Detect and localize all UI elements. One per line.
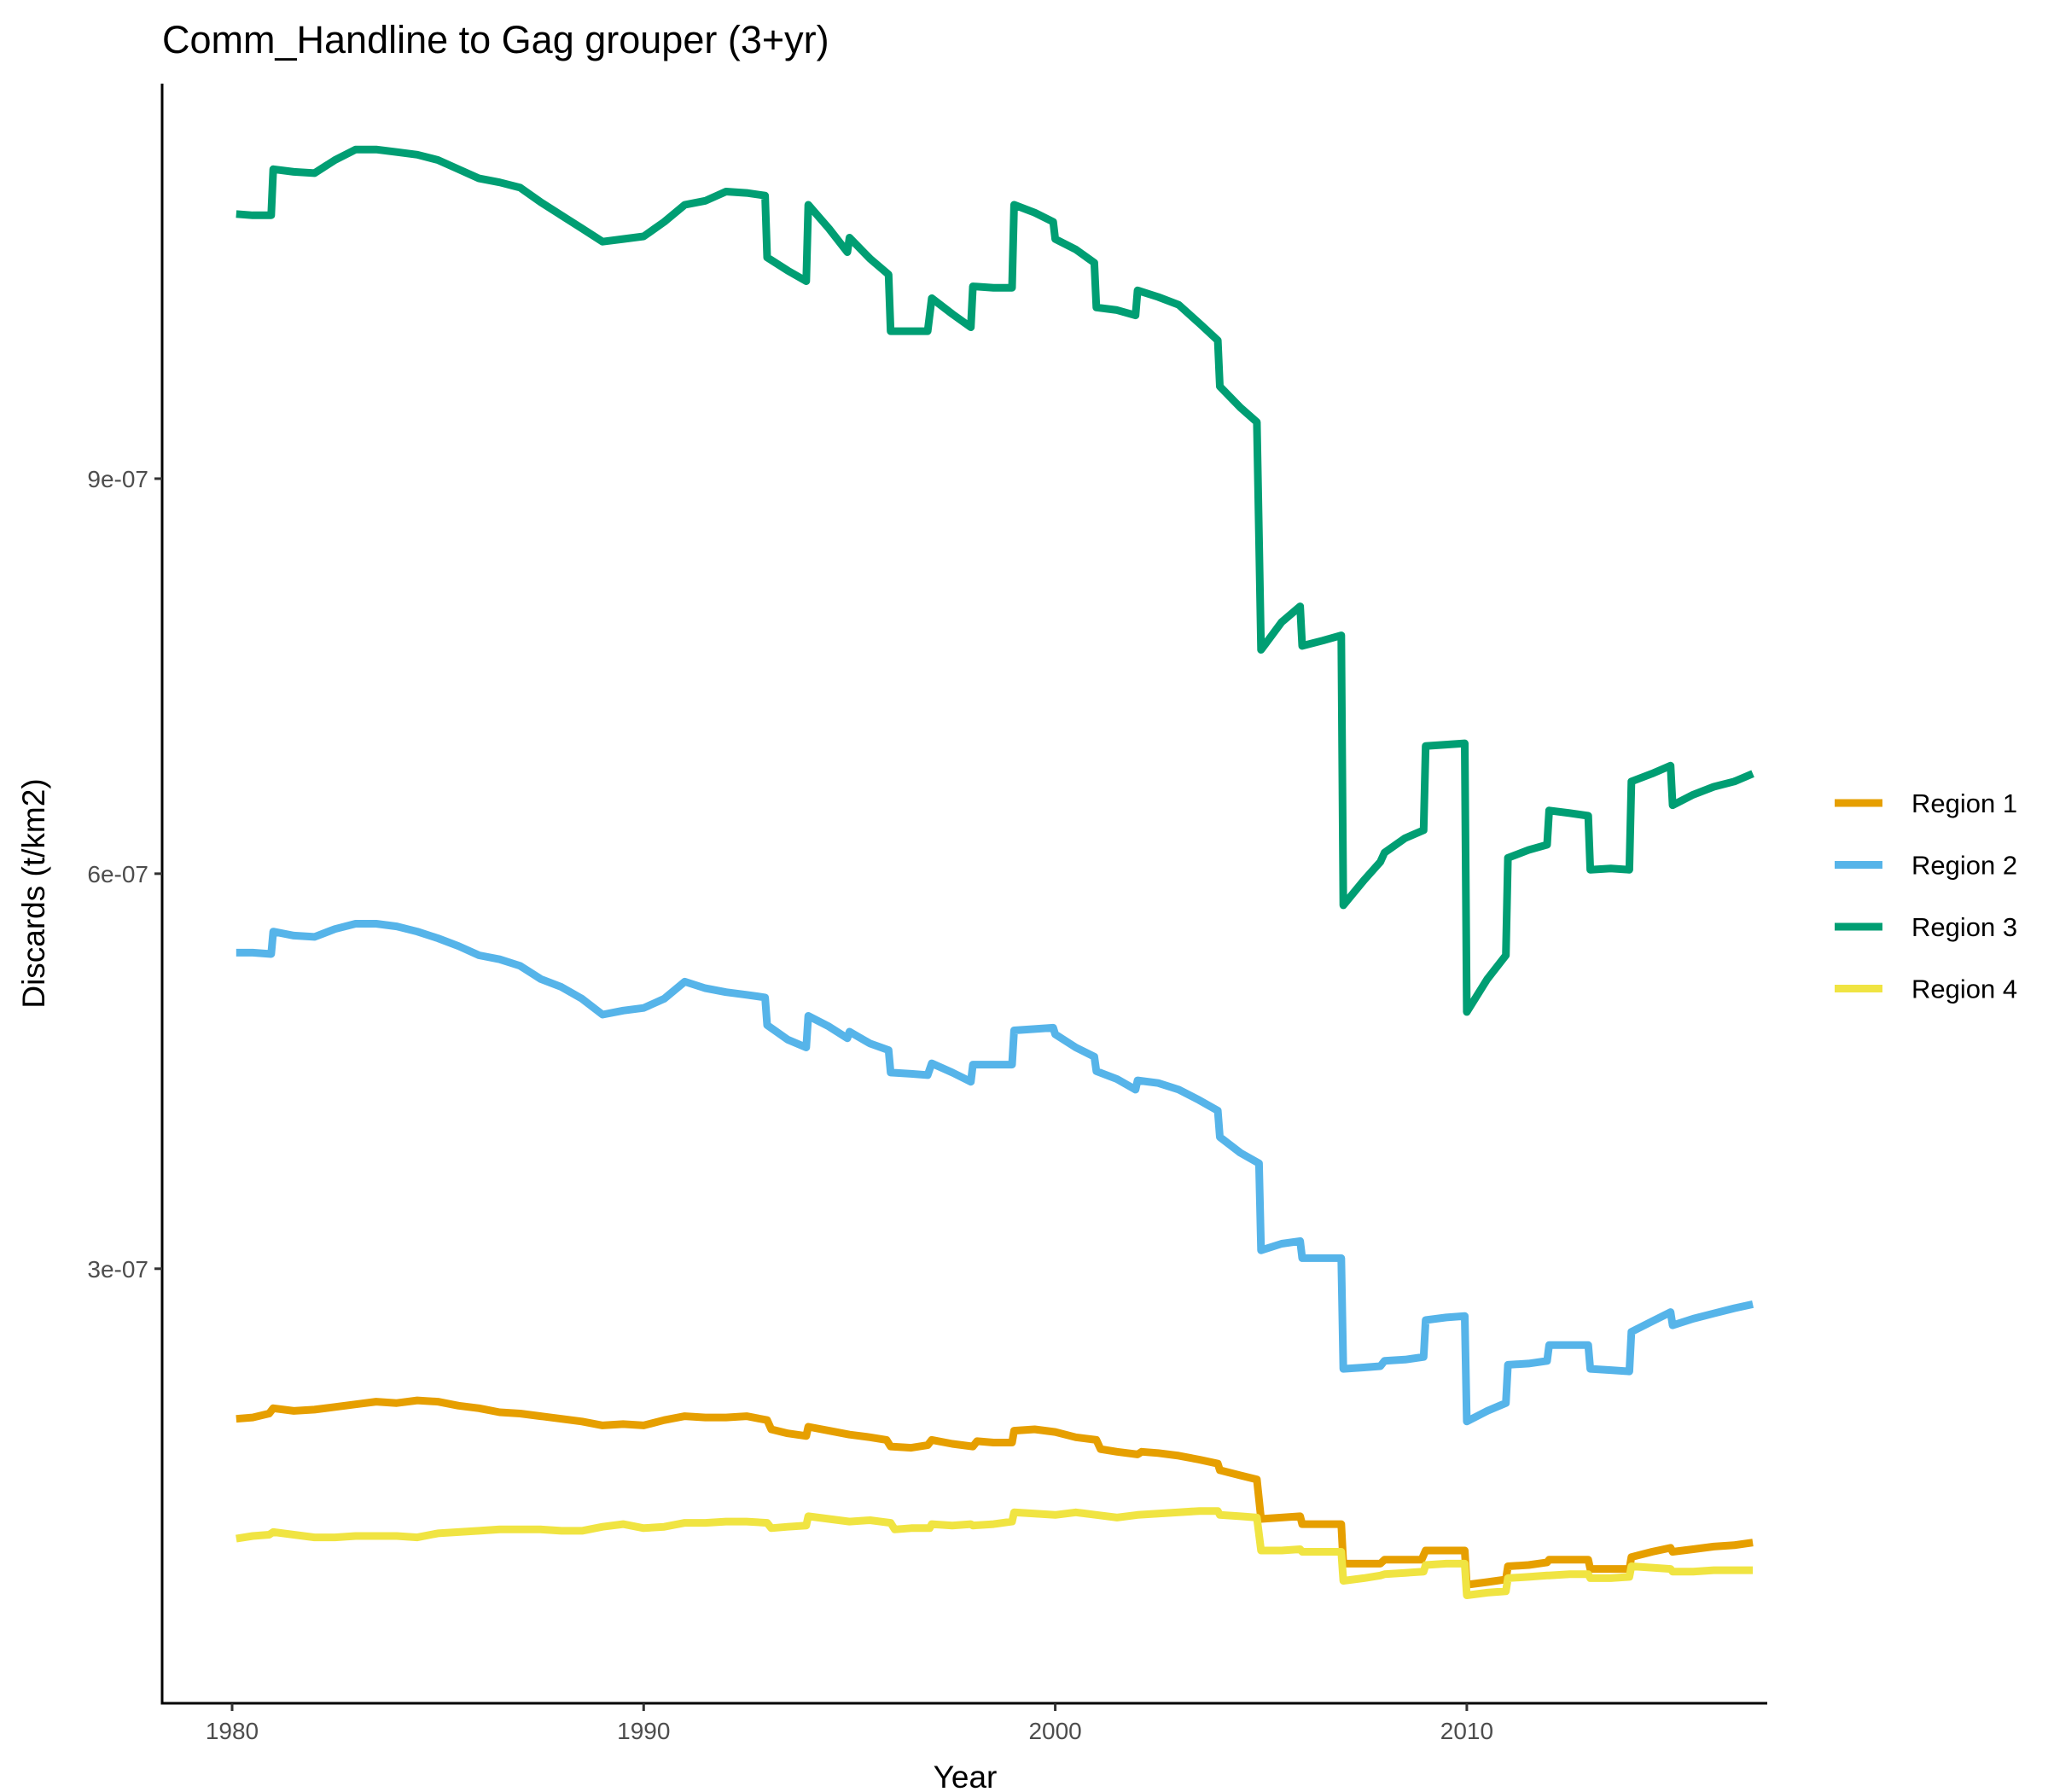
y-tick-label: 9e-07 (87, 466, 148, 492)
x-tick-label: 2010 (1440, 1718, 1493, 1744)
series-line-region-1 (236, 1396, 1754, 1589)
y-axis-title: Discards (t/km2) (16, 778, 51, 1008)
x-tick-label: 1990 (617, 1718, 670, 1744)
series-line-region-3 (236, 145, 1754, 1016)
y-tick-label: 6e-07 (87, 861, 148, 887)
legend-label-region-3: Region 3 (1911, 912, 2017, 942)
y-tick-label: 3e-07 (87, 1256, 148, 1283)
chart-title: Comm_Handline to Gag grouper (3+yr) (162, 18, 829, 61)
legend-label-region-4: Region 4 (1911, 975, 2017, 1004)
x-tick-label: 2000 (1028, 1718, 1081, 1744)
legend-label-region-1: Region 1 (1911, 788, 2017, 818)
x-axis-ticks: 1980 1990 2000 2010 (206, 1703, 1493, 1744)
series-group (236, 145, 1754, 1599)
series-line-region-4 (236, 1507, 1754, 1599)
x-axis-title: Year (934, 1760, 998, 1792)
legend: Region 1 Region 2 Region 3 Region 4 (1835, 788, 2017, 1004)
x-tick-label: 1980 (206, 1718, 259, 1744)
series-line-region-2 (236, 920, 1754, 1426)
legend-label-region-2: Region 2 (1911, 851, 2017, 881)
y-axis-ticks: 3e-07 6e-07 9e-07 (87, 466, 162, 1283)
